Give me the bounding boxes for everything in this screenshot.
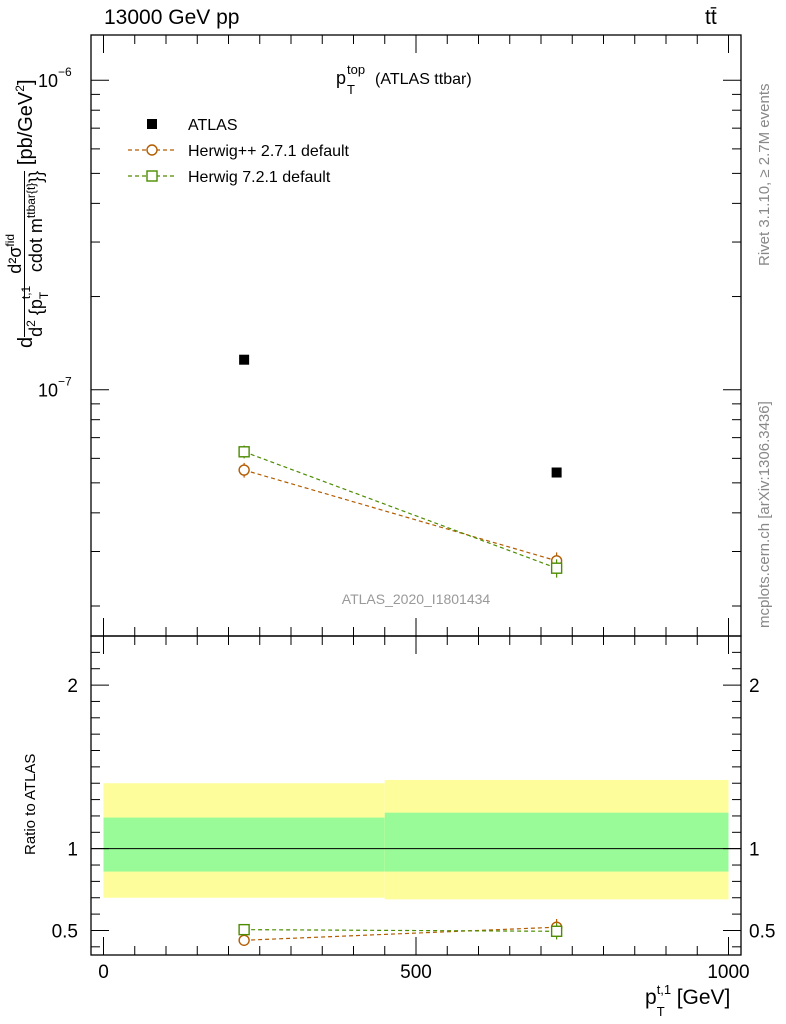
ratio-series-line — [244, 929, 557, 932]
ratio-data-point — [550, 925, 563, 937]
series-line — [243, 469, 557, 562]
energy-label: 13000 GeV pp — [104, 6, 240, 29]
ratio-y-tick-label: 2 — [67, 676, 78, 697]
x-tick-label: 0 — [98, 962, 109, 983]
title-sub: T — [347, 82, 355, 97]
ratio-data-point — [238, 934, 250, 946]
process-label: tt̄ — [705, 6, 717, 29]
main-y-tick-label: 10 — [38, 381, 58, 401]
main-y-tick-exponent: −6 — [58, 65, 72, 79]
title-sup: top — [347, 62, 366, 77]
legend-label: Herwig 7.2.1 default — [188, 169, 331, 186]
x-tick-label: 1000 — [707, 962, 749, 983]
legend-label: Herwig++ 2.7.1 default — [188, 143, 350, 160]
ratio-series-line — [244, 926, 557, 941]
ratio-y-tick-label-right: 1 — [749, 840, 760, 861]
main-y-tick-exponent: −7 — [58, 375, 72, 389]
analysis-watermark: ATLAS_2020_I1801434 — [342, 591, 491, 607]
ratio-y-tick-label: 1 — [67, 840, 78, 861]
ratio-band-inner — [384, 812, 729, 872]
ratio-y-tick-label: 0.5 — [52, 921, 78, 942]
data-point — [238, 446, 250, 458]
data-point — [550, 562, 563, 574]
chart-title: p top T (ATLAS ttbar) — [336, 62, 472, 97]
x-axis-label: p t,1 T [GeV] — [645, 982, 731, 1019]
ratio-data-point — [238, 923, 250, 936]
ratio-y-tick-label-right: 0.5 — [749, 921, 775, 942]
ratio-y-tick-label-right: 2 — [749, 676, 760, 697]
ratio-band-inner — [103, 817, 385, 872]
title-main: p — [336, 68, 347, 88]
data-point — [551, 467, 562, 478]
main-y-tick-label: 10 — [38, 71, 58, 91]
x-tick-label: 500 — [400, 962, 432, 983]
legend-label: ATLAS — [188, 117, 238, 134]
legend-marker — [146, 170, 158, 182]
data-point — [238, 464, 250, 476]
legend-marker — [146, 144, 158, 156]
series-line — [243, 451, 557, 569]
title-rest: (ATLAS ttbar) — [375, 71, 472, 88]
legend-marker — [147, 119, 157, 129]
data-point — [239, 354, 250, 365]
